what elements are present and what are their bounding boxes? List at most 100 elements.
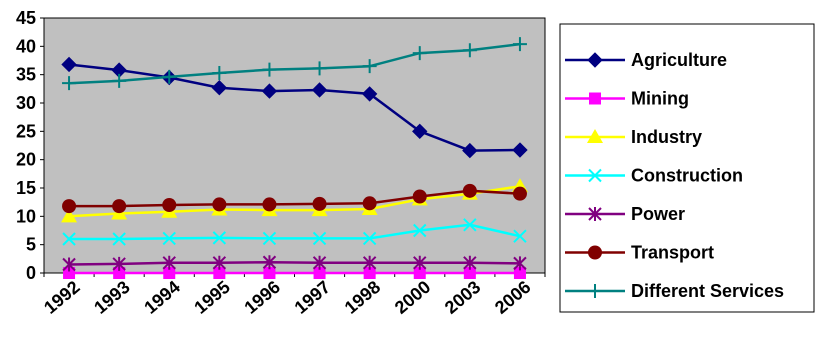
- data-point-mining: [63, 267, 76, 279]
- legend-swatch-marker: [589, 92, 601, 105]
- legend-item-agriculture: Agriculture: [565, 50, 727, 70]
- legend-swatch-marker: [588, 168, 602, 183]
- data-point-construction: [212, 231, 227, 245]
- data-point-agriculture: [512, 142, 528, 158]
- plot-area: [43, 17, 546, 274]
- data-point-construction: [312, 231, 327, 246]
- series-line-construction: [69, 223, 521, 241]
- legend-item-construction: Construction: [565, 166, 743, 186]
- data-point-different-services: [262, 62, 277, 77]
- data-point-power: [112, 256, 126, 271]
- y-axis: 0 5 10 15 20 25 30 35 40 45: [16, 8, 44, 283]
- data-point-power: [262, 255, 277, 270]
- x-tick-label: 1993: [90, 277, 134, 318]
- legend-label: Agriculture: [631, 50, 727, 70]
- data-point-agriculture: [361, 86, 378, 102]
- data-point-mining: [163, 267, 176, 279]
- x-tick-label: 1996: [240, 277, 284, 318]
- legend-swatch-marker: [587, 129, 603, 143]
- data-point-industry: [61, 208, 78, 223]
- data-point-transport: [312, 196, 327, 211]
- y-tick-label: 30: [16, 93, 36, 113]
- data-point-transport: [412, 189, 427, 204]
- data-point-construction: [62, 232, 76, 246]
- data-point-different-services: [312, 61, 327, 76]
- data-point-transport: [112, 199, 127, 214]
- data-point-mining: [313, 267, 326, 279]
- data-point-agriculture: [311, 82, 328, 98]
- series-construction: [62, 218, 527, 246]
- data-point-transport: [262, 197, 277, 212]
- legend-item-transport: Transport: [565, 243, 714, 263]
- data-point-power: [62, 257, 76, 272]
- x-tick-label: 2003: [441, 277, 485, 318]
- series-line-agriculture: [68, 63, 521, 152]
- legend: Agriculture Mining Industry Construction Pow…: [559, 23, 815, 313]
- data-point-power: [463, 255, 477, 270]
- data-point-transport: [62, 199, 77, 214]
- data-point-different-services: [462, 43, 477, 58]
- x-tick-label: 1998: [341, 277, 385, 318]
- data-point-power: [362, 255, 377, 270]
- data-point-transport: [462, 183, 477, 198]
- y-tick-label: 5: [26, 235, 36, 255]
- data-point-power: [162, 255, 176, 270]
- x-axis: 1992 1993 1994 1995 1996 1997 1998 2000 2003 2006: [40, 273, 546, 318]
- legend-item-mining: Mining: [565, 89, 689, 109]
- x-tick-label: 1995: [190, 277, 234, 318]
- data-point-construction: [162, 231, 176, 246]
- series-line-industry: [68, 185, 521, 218]
- data-point-construction: [413, 223, 427, 238]
- y-tick-label: 10: [16, 206, 36, 226]
- data-point-different-services: [362, 59, 377, 74]
- data-point-transport: [512, 186, 527, 201]
- data-point-different-services: [162, 69, 177, 84]
- series-agriculture: [61, 56, 528, 159]
- series-different-services: [62, 37, 527, 91]
- data-point-agriculture: [261, 83, 278, 99]
- data-point-mining: [213, 267, 226, 279]
- data-point-construction: [463, 218, 477, 232]
- series-power: [62, 255, 527, 272]
- data-point-different-services: [212, 65, 227, 80]
- series-line-different-services: [68, 42, 521, 85]
- series-layer: [61, 37, 528, 279]
- legend-label: Transport: [631, 243, 714, 263]
- y-tick-label: 35: [16, 65, 36, 85]
- x-tick-label: 1992: [40, 277, 84, 318]
- y-tick-label: 15: [16, 178, 36, 198]
- x-tick-label: 1994: [140, 277, 184, 318]
- legend-swatch-marker: [587, 52, 603, 68]
- legend-swatch-marker: [588, 245, 602, 260]
- legend-item-industry: Industry: [565, 127, 702, 147]
- data-point-mining: [413, 267, 426, 279]
- x-tick-label: 2006: [491, 277, 535, 318]
- data-point-power: [413, 255, 427, 270]
- y-tick-label: 20: [16, 150, 36, 170]
- y-tick-label: 45: [16, 8, 36, 28]
- data-point-power: [212, 255, 227, 270]
- legend-item-different-services: Different Services: [565, 281, 784, 301]
- legend-label: Industry: [631, 127, 702, 147]
- data-point-different-services: [62, 76, 77, 91]
- data-point-agriculture: [61, 56, 77, 73]
- data-point-different-services: [112, 73, 127, 88]
- legend-swatch-marker: [588, 207, 602, 221]
- series-line-power: [68, 260, 521, 266]
- data-point-mining: [113, 267, 126, 279]
- legend-box: [559, 23, 815, 313]
- legend-label: Mining: [631, 89, 689, 109]
- data-point-mining: [513, 267, 526, 279]
- data-point-mining: [263, 267, 276, 279]
- data-point-agriculture: [462, 142, 478, 159]
- data-point-transport: [212, 197, 227, 212]
- data-point-construction: [362, 231, 377, 246]
- data-point-mining: [463, 267, 476, 279]
- data-point-different-services: [412, 46, 427, 61]
- data-point-power: [513, 256, 527, 271]
- y-tick-label: 0: [26, 263, 36, 283]
- y-tick-label: 40: [16, 36, 36, 56]
- data-point-transport: [162, 198, 177, 212]
- data-point-transport: [362, 196, 377, 211]
